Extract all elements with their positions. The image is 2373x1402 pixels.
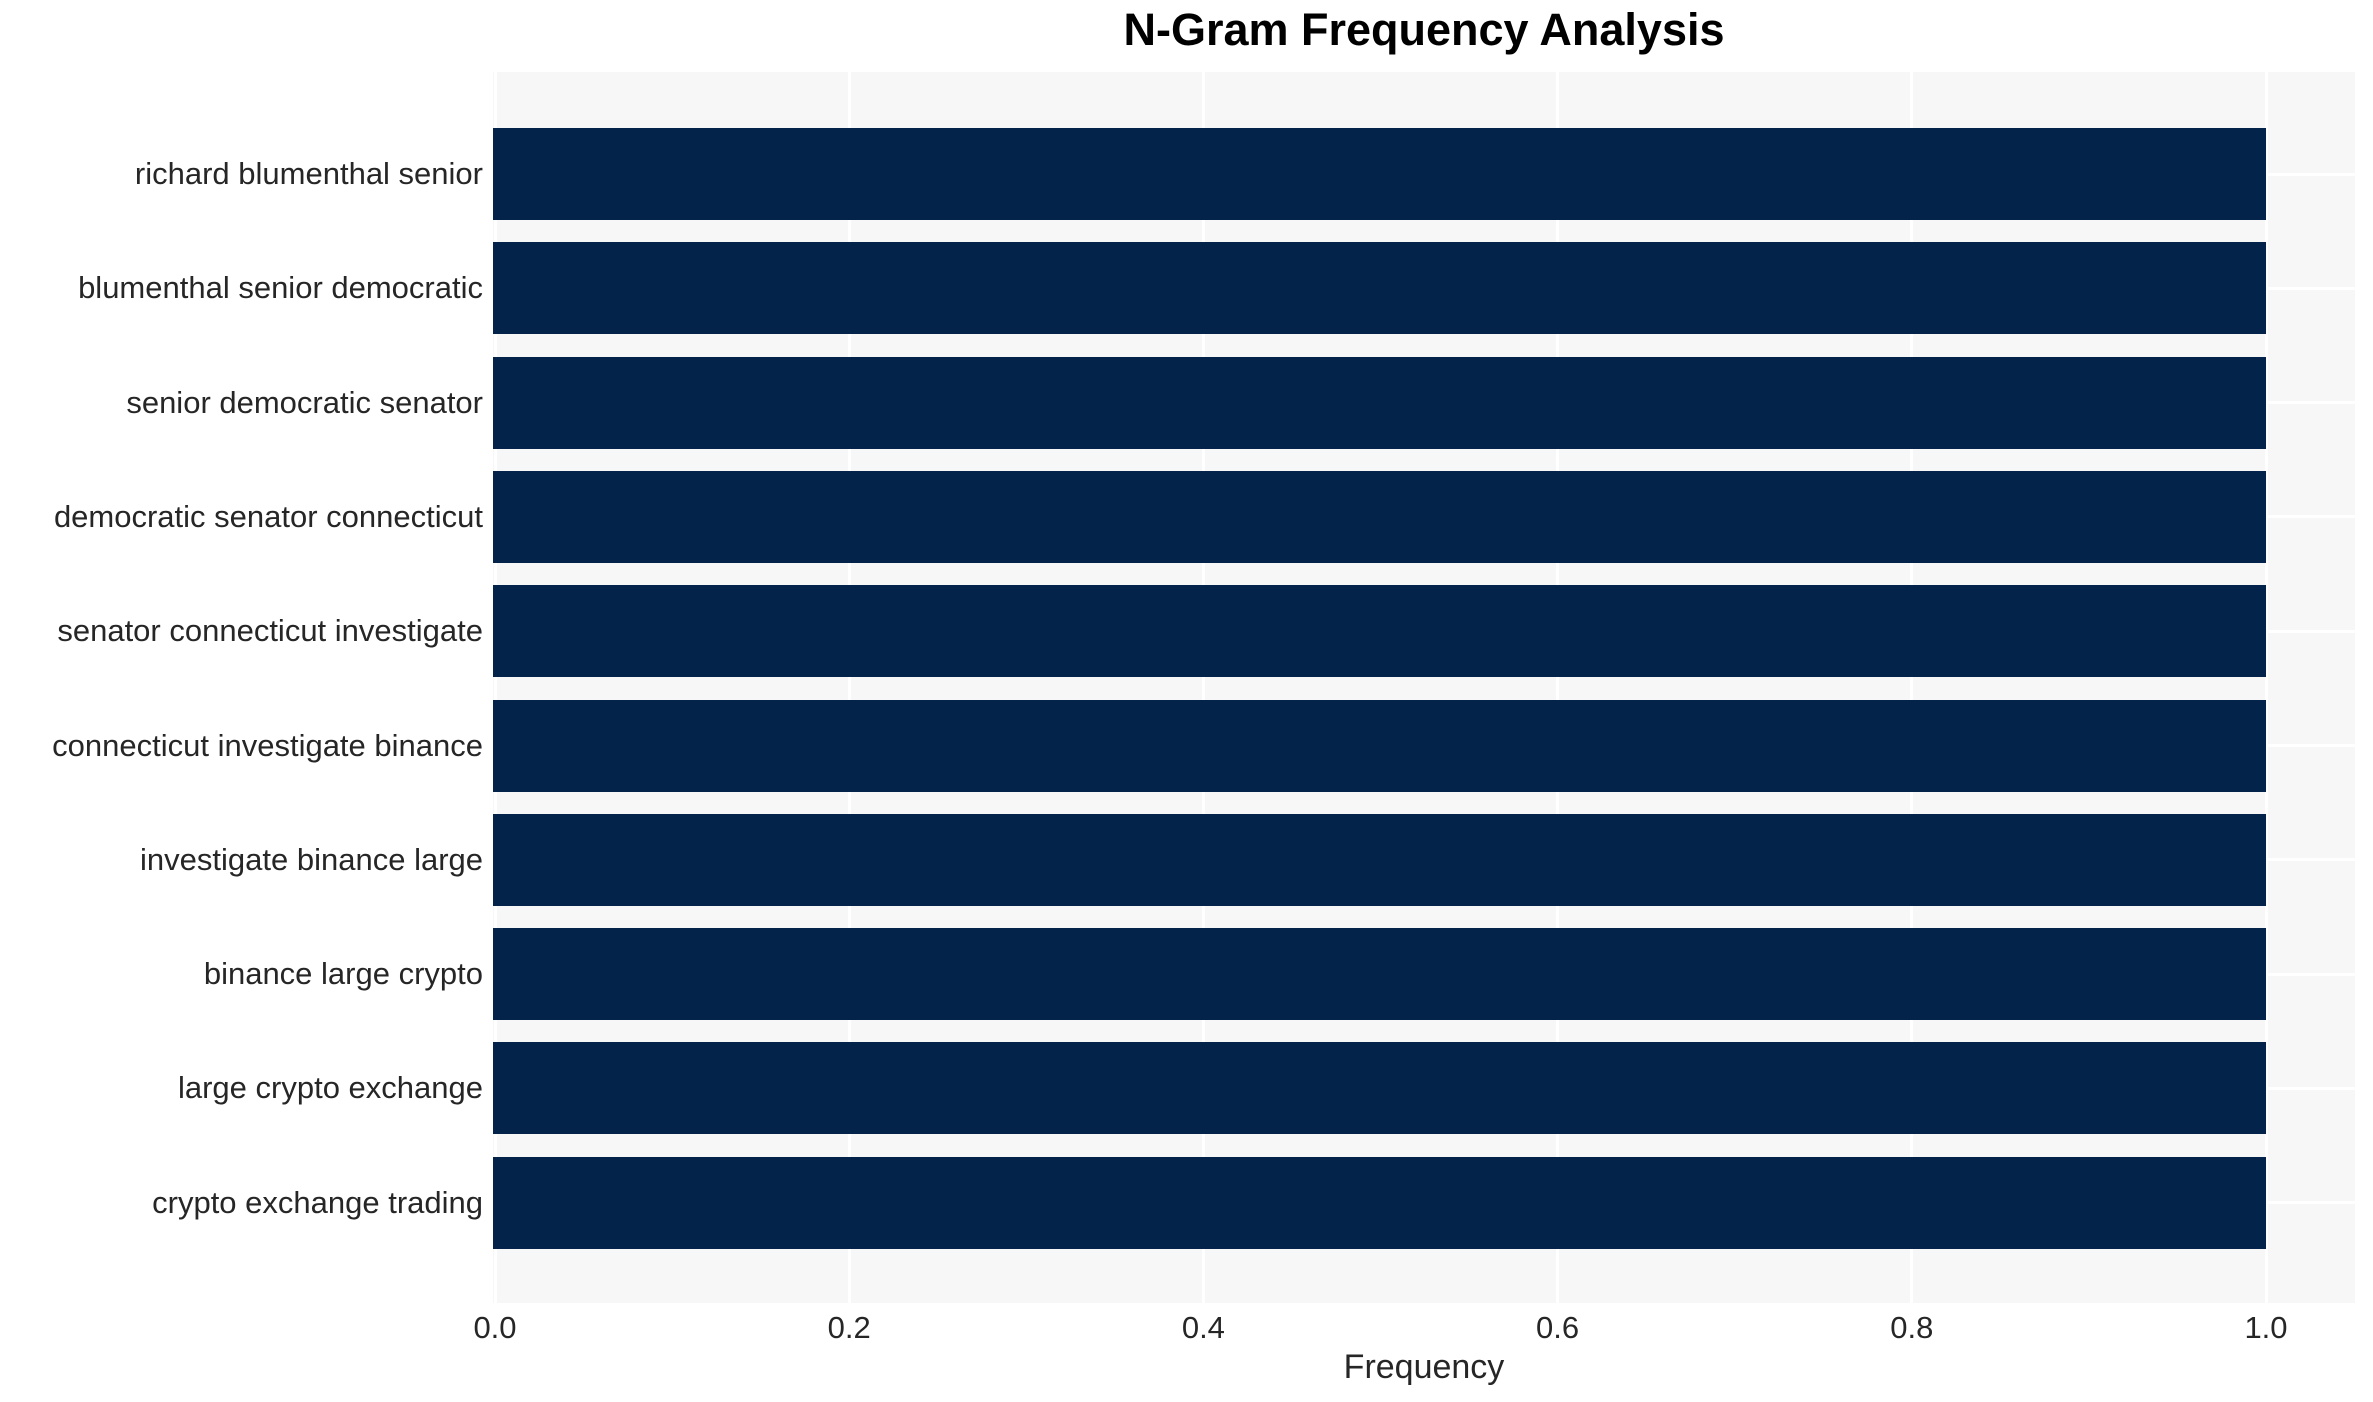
bar <box>493 356 2266 449</box>
x-tick-label: 0.8 <box>1890 1310 1934 1345</box>
y-tick-label: democratic senator connecticut <box>53 498 483 534</box>
bar <box>493 128 2266 220</box>
y-tick-label: blumenthal senior democratic <box>78 270 483 306</box>
x-tick-label: 0.4 <box>1181 1310 1225 1345</box>
y-tick-label: connecticut investigate binance <box>52 727 483 763</box>
bar <box>493 1042 2266 1135</box>
bar <box>493 470 2266 563</box>
bar <box>493 242 2266 335</box>
v-gridline <box>1556 72 1560 1303</box>
chart-title: N-Gram Frequency Analysis <box>1123 4 1725 55</box>
v-gridline <box>847 72 851 1303</box>
bar <box>493 1156 2266 1249</box>
y-tick-label: binance large crypto <box>203 956 483 992</box>
bar <box>493 699 2266 792</box>
y-tick-label: senator connecticut investigate <box>57 613 483 649</box>
y-tick-label: investigate binance large <box>140 841 483 877</box>
x-tick-label: 1.0 <box>2244 1310 2288 1345</box>
y-tick-label: crypto exchange trading <box>152 1184 483 1220</box>
v-gridline <box>1910 72 1914 1303</box>
v-gridline <box>493 72 497 1303</box>
plot-area <box>493 72 2355 1303</box>
bar <box>493 928 2266 1021</box>
x-axis-label: Frequency <box>1343 1348 1505 1386</box>
y-tick-label: large crypto exchange <box>177 1070 483 1106</box>
x-tick-label: 0.0 <box>473 1310 517 1345</box>
v-gridline <box>2264 72 2268 1303</box>
y-tick-label: senior democratic senator <box>126 384 483 420</box>
v-gridline <box>1201 72 1205 1303</box>
bar <box>493 585 2266 678</box>
y-tick-label: richard blumenthal senior <box>134 156 483 191</box>
x-tick-label: 0.2 <box>827 1310 871 1345</box>
x-tick-label: 0.6 <box>1536 1310 1580 1345</box>
bar <box>493 813 2266 906</box>
